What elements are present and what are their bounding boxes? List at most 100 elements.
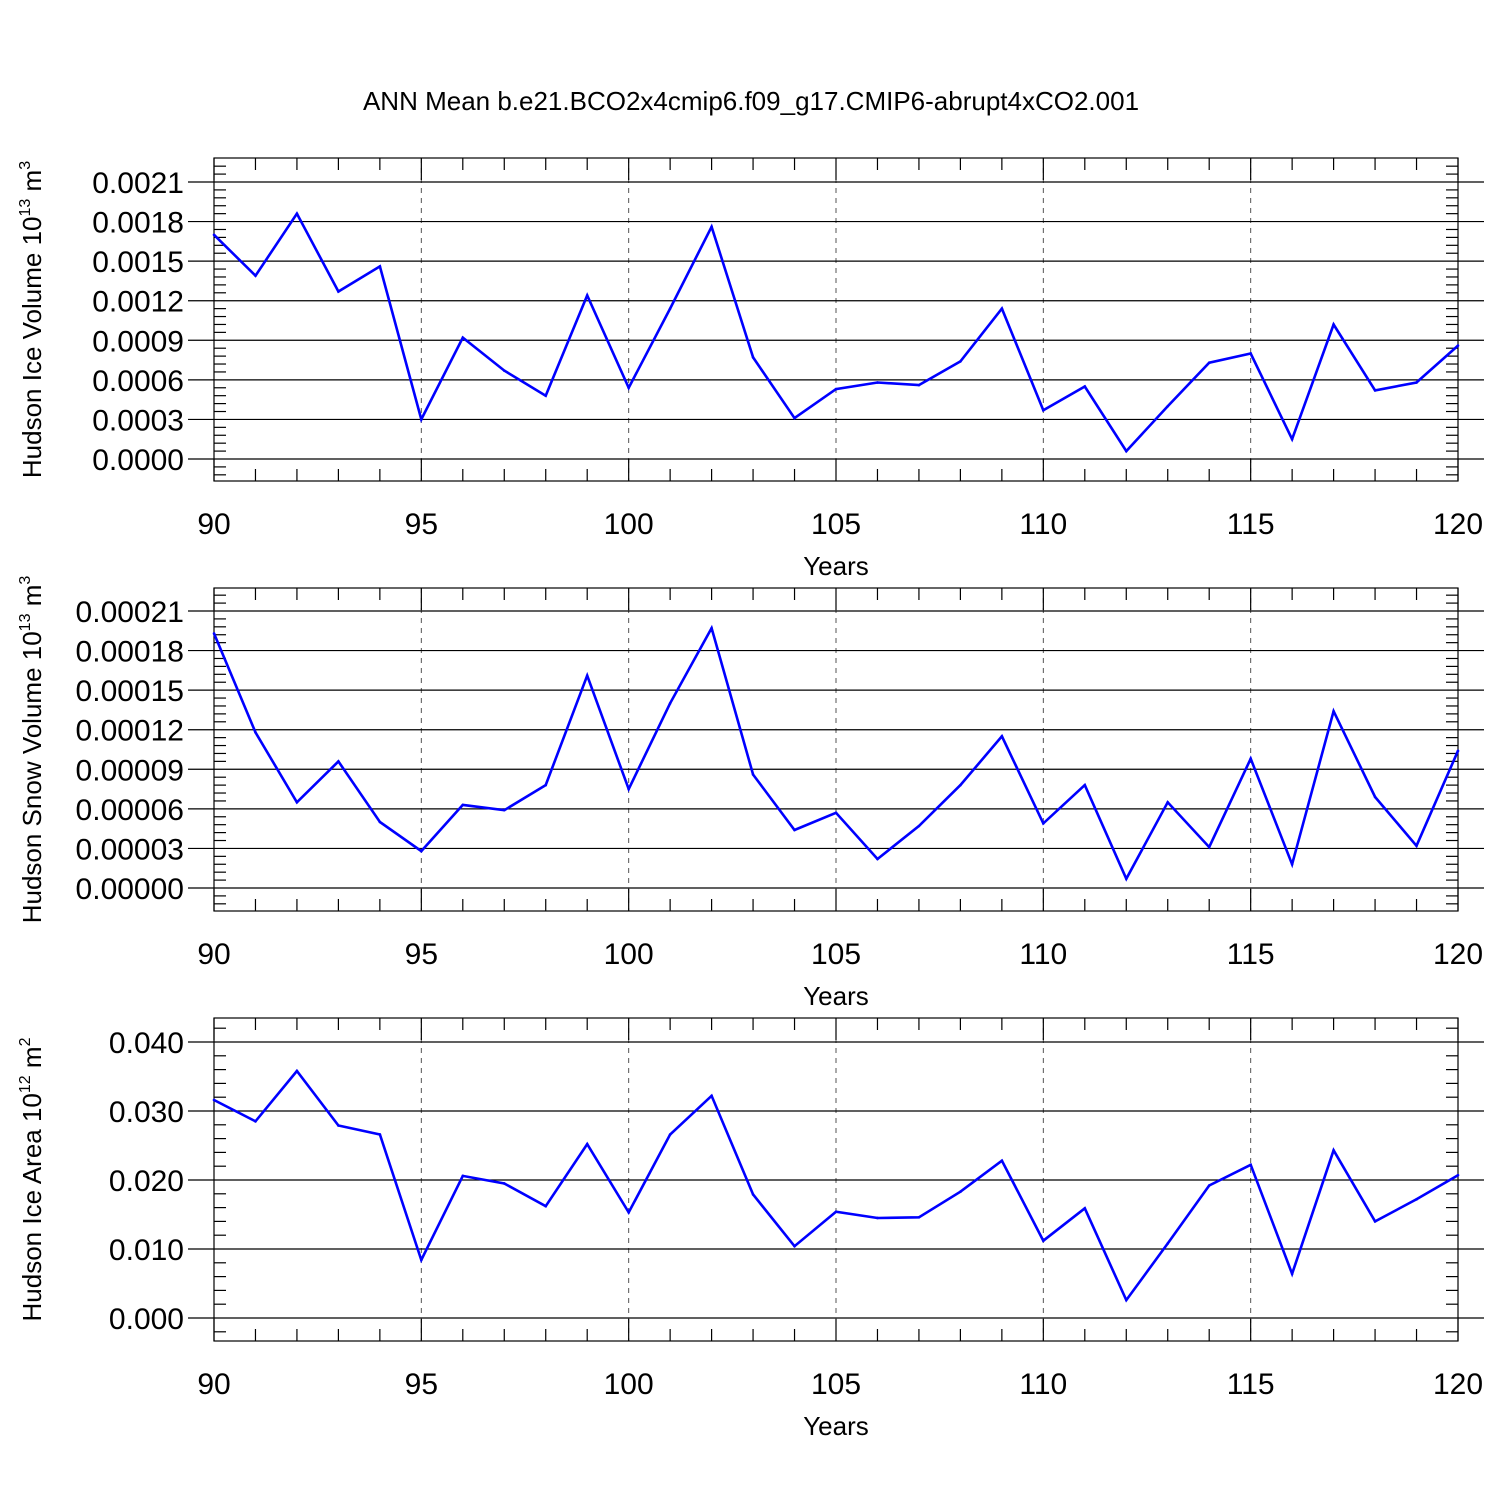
data-point	[212, 1098, 216, 1102]
y-tick-label: 0.00021	[76, 596, 184, 629]
panel-2: 90 95 100 105 110 115 120 0.00000 0.00003 0.00006…	[17, 576, 1484, 1011]
data-point	[1249, 757, 1252, 761]
x-tick-label: 110	[1019, 1368, 1067, 1401]
x-tick-label: 90	[197, 508, 230, 541]
data-point	[1373, 389, 1377, 392]
data-point	[959, 783, 962, 787]
data-point	[502, 808, 506, 812]
y-tick-label: 0.00000	[76, 873, 184, 906]
data-point	[585, 674, 589, 677]
data-point	[378, 1133, 382, 1136]
data-point	[959, 360, 962, 363]
data-point	[254, 274, 257, 277]
data-point	[1207, 361, 1211, 365]
data-point	[1083, 1206, 1087, 1210]
y-tick-label: 0.0015	[92, 246, 184, 279]
data-point	[378, 820, 382, 824]
data-point	[876, 1216, 879, 1220]
y-axis-label-superscript: 12	[17, 1075, 34, 1093]
y-tick-label: 0.0003	[92, 404, 184, 437]
data-point	[1166, 800, 1170, 804]
x-tick-label: 120	[1433, 1368, 1483, 1401]
data-point	[1373, 1220, 1377, 1223]
data-point	[710, 1094, 713, 1098]
data-point	[1415, 381, 1418, 384]
data-point	[1083, 783, 1087, 787]
data-point	[668, 702, 672, 705]
x-tick-label: 110	[1019, 938, 1067, 971]
data-point	[1207, 845, 1211, 849]
data-point	[668, 307, 672, 310]
data-point	[1124, 1298, 1128, 1302]
panel-1: 90 95 100 105 110 115 120 0.0000 0.0003 0.0006 0.0…	[17, 157, 1484, 581]
data-point	[212, 233, 216, 237]
data-point	[254, 731, 257, 734]
y-axis-label: Hudson Ice Area 1012 m2	[17, 1037, 47, 1321]
data-point	[1415, 1198, 1418, 1201]
x-tick-label: 95	[405, 938, 438, 971]
data-point	[876, 857, 879, 861]
y-axis-label-superscript: 13	[17, 199, 34, 217]
x-tick-label: 95	[405, 1368, 438, 1401]
y-tick-label: 0.020	[109, 1165, 184, 1198]
data-point	[544, 394, 548, 397]
y-tick-label: 0.00012	[76, 715, 184, 748]
data-point	[1332, 709, 1335, 713]
x-tick-label: 100	[604, 1368, 654, 1401]
data-point	[502, 1182, 506, 1185]
data-point	[337, 290, 340, 293]
data-point	[337, 760, 340, 763]
data-point	[1290, 1272, 1294, 1276]
series-line	[213, 1068, 1459, 1303]
data-point	[627, 386, 630, 390]
data-point	[1332, 323, 1335, 326]
y-tick-label: 0.0006	[92, 365, 184, 398]
x-tick-label: 105	[811, 1368, 861, 1401]
data-point	[212, 632, 216, 635]
x-tick-label: 100	[604, 938, 654, 971]
data-point	[751, 773, 755, 776]
y-axis-label-part: Hudson Ice Area 10	[17, 1093, 47, 1321]
y-axis-label: Hudson Ice Volume 1013 m3	[17, 161, 47, 478]
chart-title: ANN Mean b.e21.BCO2x4cmip6.f09_g17.CMIP6…	[363, 86, 1139, 116]
data-point	[378, 265, 382, 268]
y-tick-label: 0.0018	[92, 207, 184, 240]
data-point	[420, 849, 423, 853]
x-tick-label: 115	[1227, 938, 1275, 971]
data-point	[917, 383, 921, 387]
data-point	[1000, 735, 1004, 738]
data-point	[1290, 862, 1294, 866]
data-point	[917, 824, 921, 828]
x-axis-label: Years	[803, 981, 869, 1011]
data-point	[295, 212, 299, 215]
y-axis-label-part: Hudson Snow Volume 10	[17, 631, 47, 923]
data-point	[461, 1174, 465, 1178]
x-tick-label: 90	[197, 1368, 230, 1401]
data-point	[1207, 1184, 1211, 1187]
x-tick-label: 100	[604, 508, 654, 541]
y-tick-label: 0.0012	[92, 286, 184, 319]
data-point	[1456, 749, 1460, 753]
y-axis-label-superscript: 3	[17, 161, 34, 170]
data-point	[337, 1124, 340, 1127]
data-point	[1124, 877, 1128, 881]
data-point	[834, 387, 838, 391]
data-point	[1166, 404, 1170, 408]
x-tick-label: 115	[1227, 1368, 1275, 1401]
data-point	[793, 1244, 796, 1248]
data-point	[1000, 1159, 1004, 1162]
data-point	[1042, 408, 1045, 412]
data-point	[295, 800, 299, 804]
x-axis-label: Years	[803, 1411, 869, 1441]
x-tick-label: 105	[811, 938, 861, 971]
data-point	[1290, 437, 1294, 441]
x-tick-label: 105	[811, 508, 861, 541]
data-point	[461, 803, 465, 807]
data-point	[1124, 449, 1128, 453]
data-point	[1456, 344, 1460, 347]
data-point	[793, 828, 796, 832]
y-axis-label-part: m	[17, 585, 47, 614]
y-tick-label: 0.040	[109, 1027, 184, 1060]
y-axis-label-part: Hudson Ice Volume 10	[17, 216, 47, 478]
